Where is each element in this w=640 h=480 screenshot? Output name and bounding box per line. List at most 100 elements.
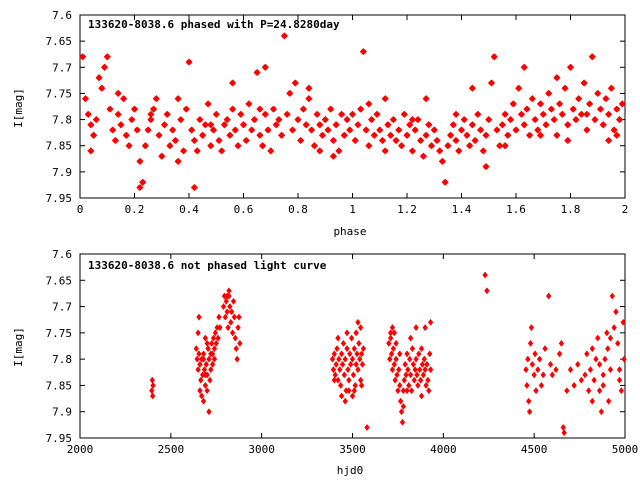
phased-data-point bbox=[607, 84, 615, 92]
unphased-data-point bbox=[228, 308, 235, 316]
unphased-data-point bbox=[231, 313, 238, 321]
unphased-data-point bbox=[605, 397, 612, 405]
unphased-data-point bbox=[400, 387, 407, 395]
phased-data-point bbox=[261, 63, 269, 71]
phased-data-point bbox=[556, 100, 564, 108]
phased-data-point bbox=[100, 63, 109, 71]
unphased-data-point bbox=[213, 339, 219, 347]
unphased-data-point bbox=[582, 371, 588, 379]
phased-data-point bbox=[370, 131, 378, 139]
phased-data-point bbox=[90, 131, 98, 139]
phased-data-point bbox=[346, 126, 354, 134]
unphased-data-point bbox=[216, 313, 222, 321]
phased-data-point bbox=[318, 131, 327, 139]
phased-data-point bbox=[207, 142, 215, 150]
unphased-data-point bbox=[404, 350, 410, 358]
unphased-data-point bbox=[533, 387, 539, 395]
unphased-data-point bbox=[355, 318, 361, 326]
unphased-data-point bbox=[600, 371, 606, 379]
unphased-data-point bbox=[344, 345, 350, 353]
phased-data-point bbox=[583, 110, 591, 118]
unphased-data-point bbox=[356, 339, 362, 347]
unphased-data-point bbox=[202, 334, 209, 342]
phased-data-point bbox=[474, 110, 482, 118]
phased-data-point bbox=[436, 147, 444, 155]
phased-data-point bbox=[212, 110, 220, 118]
unphased-y-tick-label: 7.6 bbox=[52, 248, 72, 261]
unphased-data-point bbox=[397, 350, 403, 358]
unphased-data-point bbox=[607, 334, 614, 342]
phased-data-point bbox=[291, 79, 299, 87]
unphased-data-point bbox=[194, 355, 200, 363]
phased-data-point bbox=[231, 126, 239, 134]
unphased-data-point bbox=[561, 429, 567, 437]
unphased-x-tick-label: 3500 bbox=[339, 443, 366, 456]
unphased-x-tick-label: 4000 bbox=[430, 443, 457, 456]
phased-data-point bbox=[569, 105, 577, 113]
phased-data-point bbox=[147, 116, 155, 124]
unphased-data-point bbox=[556, 350, 563, 358]
phased-data-point bbox=[365, 142, 373, 150]
unphased-data-point bbox=[217, 324, 223, 332]
phased-data-point bbox=[430, 126, 438, 134]
unphased-data-point bbox=[342, 397, 348, 405]
phased-x-tick-label: 1 bbox=[349, 203, 356, 216]
phased-data-point bbox=[190, 183, 198, 192]
phased-data-point bbox=[305, 84, 313, 92]
phased-data-point bbox=[351, 136, 359, 145]
phased-plot-frame bbox=[79, 14, 626, 199]
unphased-data-point bbox=[391, 329, 397, 337]
phased-data-point bbox=[150, 105, 158, 113]
phased-data-point bbox=[182, 105, 190, 113]
unphased-data-point bbox=[341, 371, 348, 379]
unphased-data-point bbox=[616, 366, 623, 374]
phased-data-point bbox=[310, 142, 318, 150]
unphased-data-point bbox=[402, 360, 408, 368]
unphased-data-point bbox=[399, 418, 406, 426]
unphased-data-point bbox=[531, 371, 537, 379]
phased-data-point bbox=[98, 84, 106, 92]
unphased-data-point bbox=[417, 366, 423, 374]
unphased-data-point bbox=[598, 408, 605, 416]
unphased-data-point bbox=[330, 366, 337, 374]
phased-data-point bbox=[332, 121, 340, 129]
phased-data-point bbox=[381, 95, 389, 103]
phased-data-point bbox=[103, 53, 111, 61]
unphased-data-point bbox=[528, 324, 535, 332]
phased-data-point bbox=[95, 74, 103, 82]
phased-data-point bbox=[487, 79, 496, 87]
phased-data-point bbox=[389, 116, 397, 124]
phased-data-point bbox=[512, 126, 520, 134]
phased-data-point bbox=[515, 84, 523, 92]
unphased-data-point bbox=[484, 287, 490, 295]
phased-data-point bbox=[166, 142, 174, 150]
phased-data-point bbox=[139, 178, 147, 186]
unphased-data-point bbox=[354, 350, 360, 358]
unphased-data-point bbox=[195, 366, 201, 374]
unphased-data-point bbox=[604, 329, 610, 337]
unphased-y-tick-label: 7.75 bbox=[46, 327, 73, 340]
unphased-data-point bbox=[227, 303, 233, 311]
unphased-y-tick-label: 7.8 bbox=[52, 353, 72, 366]
phased-data-point bbox=[144, 126, 152, 134]
unphased-data-point bbox=[342, 355, 348, 363]
unphased-data-point bbox=[352, 381, 358, 389]
phased-data-point bbox=[177, 116, 185, 124]
unphased-data-point bbox=[532, 350, 538, 358]
phased-data-point bbox=[591, 116, 599, 124]
phased-y-tick-label: 7.95 bbox=[46, 192, 73, 205]
phased-data-point bbox=[87, 121, 95, 129]
phased-data-point bbox=[201, 121, 209, 129]
phased-data-point bbox=[335, 147, 343, 155]
phased-data-point bbox=[605, 110, 613, 118]
unphased-data-point bbox=[404, 387, 410, 395]
phased-data-point bbox=[120, 95, 128, 103]
unphased-data-point bbox=[209, 360, 216, 368]
phased-data-point bbox=[237, 110, 245, 118]
unphased-data-point bbox=[333, 360, 339, 368]
phased-data-point bbox=[602, 95, 610, 103]
unphased-data-point bbox=[408, 387, 415, 395]
unphased-data-point bbox=[409, 345, 416, 353]
unphased-data-point bbox=[564, 387, 570, 395]
phased-y-axis-label: I[mag] bbox=[12, 88, 25, 128]
